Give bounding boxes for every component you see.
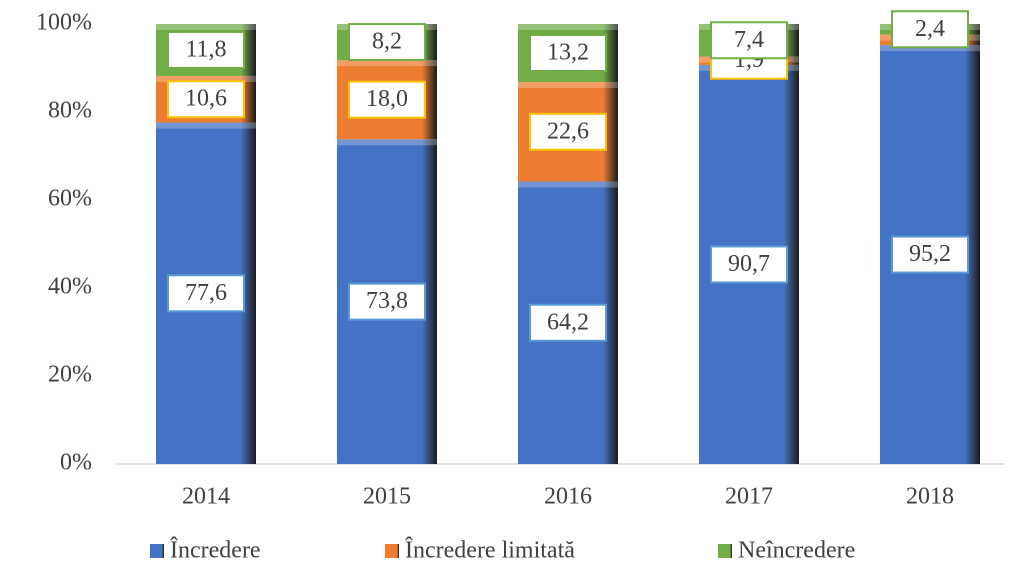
data-label-text: 90,7	[728, 251, 770, 277]
data-label-text: 22,6	[547, 118, 589, 144]
data-label-text: 10,6	[185, 86, 227, 112]
data-label: 64,2	[529, 303, 607, 342]
data-label-text: 73,8	[366, 288, 408, 314]
data-label-box	[710, 21, 788, 60]
data-label: 11,8	[167, 30, 245, 69]
data-label: 90,7	[710, 245, 788, 284]
data-label-box	[710, 245, 788, 284]
data-label-text: 7,4	[734, 27, 764, 53]
data-label-box	[167, 30, 245, 69]
data-label-text: 95,2	[909, 241, 951, 267]
data-label: 10,6	[167, 80, 245, 119]
bar-segment-top	[518, 24, 618, 30]
y-tick-label: 60%	[48, 186, 92, 212]
y-tick-label: 80%	[48, 98, 92, 124]
x-tick-label: 2015	[363, 484, 411, 510]
y-tick-label: 100%	[36, 10, 92, 36]
data-label-box	[891, 235, 969, 274]
data-label-box	[348, 80, 426, 119]
data-label-text: 8,2	[372, 29, 402, 55]
legend-swatch	[150, 544, 164, 558]
data-label: 18,0	[348, 80, 426, 119]
legend-label: Încredere	[170, 538, 261, 564]
data-label: 95,2	[891, 235, 969, 274]
y-tick-label: 20%	[48, 362, 92, 388]
data-label-text: 18,0	[366, 86, 408, 112]
bar-segment-top	[156, 122, 256, 129]
data-label-box	[167, 274, 245, 313]
y-tick-label: 0%	[60, 450, 92, 476]
data-label-box	[529, 34, 607, 73]
bar-segment-top	[156, 75, 256, 82]
legend-swatch	[718, 544, 732, 558]
data-label: 2,4	[891, 10, 969, 49]
bar-segment-top	[518, 181, 618, 188]
x-tick-label: 2017	[725, 484, 773, 510]
data-label: 22,6	[529, 112, 607, 151]
data-label-box	[529, 303, 607, 342]
x-tick-label: 2014	[182, 484, 230, 510]
data-label: 73,8	[348, 282, 426, 321]
data-label-box	[891, 10, 969, 49]
data-label: 77,6	[167, 274, 245, 313]
bar-segment-top	[518, 82, 618, 89]
data-label-text: 2,4	[915, 16, 945, 42]
x-tick-label: 2018	[906, 484, 954, 510]
data-label-box	[348, 282, 426, 321]
y-tick-label: 40%	[48, 274, 92, 300]
data-label-text: 64,2	[547, 309, 589, 335]
data-label: 7,4	[710, 21, 788, 60]
legend-label: Neîncredere	[738, 538, 855, 564]
data-label-box	[529, 112, 607, 151]
data-label: 13,2	[529, 34, 607, 73]
data-label-box	[167, 80, 245, 119]
data-label-text: 11,8	[185, 36, 226, 62]
bar-segment-top	[337, 139, 437, 146]
data-label: 8,2	[348, 23, 426, 62]
data-label-box	[348, 23, 426, 62]
bar-segment-top	[337, 60, 437, 67]
legend-swatch	[385, 544, 399, 558]
legend-label: Încredere limitată	[405, 538, 575, 564]
bar-segment-top	[156, 24, 256, 30]
data-label-text: 77,6	[185, 280, 227, 306]
data-label-text: 13,2	[547, 40, 589, 66]
x-tick-label: 2016	[544, 484, 592, 510]
